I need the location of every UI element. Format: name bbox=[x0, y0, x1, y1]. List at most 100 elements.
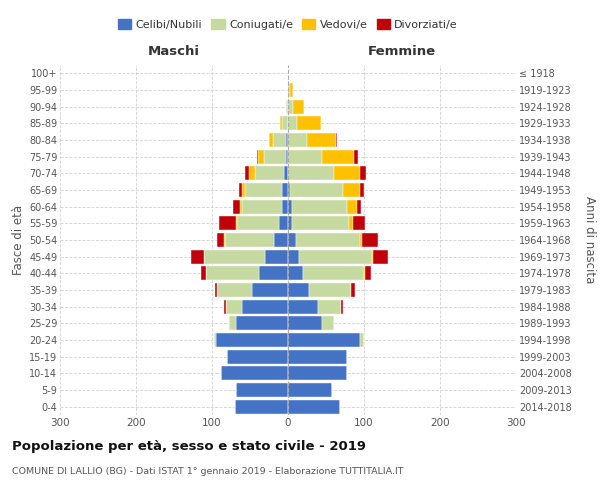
Bar bbox=[292, 216, 349, 230]
Bar bbox=[221, 366, 288, 380]
Bar bbox=[309, 283, 351, 297]
Bar bbox=[259, 150, 265, 164]
Bar bbox=[242, 183, 245, 197]
Bar bbox=[347, 200, 357, 214]
Bar bbox=[296, 233, 360, 247]
Bar bbox=[322, 150, 354, 164]
Bar bbox=[288, 250, 299, 264]
Bar bbox=[297, 116, 322, 130]
Bar bbox=[364, 266, 365, 280]
Bar bbox=[288, 133, 307, 147]
Bar bbox=[288, 83, 290, 97]
Bar bbox=[251, 283, 288, 297]
Bar bbox=[237, 216, 279, 230]
Bar bbox=[236, 216, 237, 230]
Bar bbox=[288, 266, 303, 280]
Bar bbox=[242, 300, 288, 314]
Bar bbox=[360, 233, 362, 247]
Bar bbox=[373, 250, 388, 264]
Bar bbox=[286, 100, 288, 114]
Bar bbox=[290, 183, 343, 197]
Bar bbox=[219, 216, 236, 230]
Bar bbox=[240, 200, 242, 214]
Bar bbox=[288, 150, 322, 164]
Bar bbox=[273, 133, 286, 147]
Bar bbox=[242, 200, 282, 214]
Bar bbox=[322, 316, 334, 330]
Bar bbox=[288, 100, 293, 114]
Bar bbox=[202, 266, 206, 280]
Bar bbox=[288, 400, 340, 414]
Bar bbox=[360, 333, 364, 347]
Bar bbox=[334, 166, 360, 180]
Text: Maschi: Maschi bbox=[148, 45, 200, 58]
Bar bbox=[284, 166, 288, 180]
Bar bbox=[225, 233, 274, 247]
Bar bbox=[214, 333, 216, 347]
Bar bbox=[224, 300, 226, 314]
Bar bbox=[191, 250, 205, 264]
Bar bbox=[224, 233, 225, 247]
Bar bbox=[292, 200, 347, 214]
Bar bbox=[365, 266, 371, 280]
Bar bbox=[279, 216, 288, 230]
Bar bbox=[227, 350, 288, 364]
Bar bbox=[307, 133, 336, 147]
Bar bbox=[357, 200, 361, 214]
Bar bbox=[303, 266, 364, 280]
Bar bbox=[226, 300, 242, 314]
Bar bbox=[293, 100, 304, 114]
Text: Popolazione per età, sesso e stato civile - 2019: Popolazione per età, sesso e stato civil… bbox=[12, 440, 366, 453]
Bar bbox=[354, 150, 358, 164]
Bar bbox=[288, 183, 290, 197]
Bar bbox=[265, 250, 288, 264]
Bar bbox=[288, 300, 319, 314]
Bar bbox=[282, 183, 288, 197]
Bar bbox=[215, 283, 217, 297]
Bar bbox=[235, 400, 288, 414]
Bar bbox=[269, 133, 273, 147]
Bar bbox=[249, 166, 256, 180]
Bar bbox=[288, 350, 347, 364]
Bar bbox=[282, 200, 288, 214]
Bar bbox=[288, 283, 309, 297]
Bar bbox=[360, 183, 364, 197]
Bar bbox=[288, 116, 297, 130]
Bar bbox=[236, 316, 288, 330]
Bar bbox=[233, 200, 240, 214]
Bar bbox=[349, 216, 353, 230]
Bar bbox=[216, 333, 288, 347]
Bar bbox=[290, 83, 293, 97]
Bar bbox=[288, 383, 332, 397]
Bar bbox=[259, 266, 288, 280]
Bar bbox=[341, 300, 343, 314]
Bar bbox=[288, 316, 322, 330]
Bar bbox=[288, 233, 296, 247]
Bar bbox=[288, 200, 292, 214]
Bar bbox=[245, 183, 282, 197]
Bar bbox=[229, 316, 236, 330]
Bar bbox=[288, 333, 360, 347]
Y-axis label: Anni di nascita: Anni di nascita bbox=[583, 196, 596, 284]
Bar bbox=[245, 166, 249, 180]
Bar bbox=[217, 233, 224, 247]
Bar bbox=[351, 283, 355, 297]
Bar bbox=[257, 150, 259, 164]
Bar bbox=[206, 266, 259, 280]
Bar bbox=[362, 233, 377, 247]
Text: COMUNE DI LALLIO (BG) - Dati ISTAT 1° gennaio 2019 - Elaborazione TUTTITALIA.IT: COMUNE DI LALLIO (BG) - Dati ISTAT 1° ge… bbox=[12, 468, 404, 476]
Legend: Celibi/Nubili, Coniugati/e, Vedovi/e, Divorziati/e: Celibi/Nubili, Coniugati/e, Vedovi/e, Di… bbox=[113, 14, 463, 34]
Bar bbox=[274, 233, 288, 247]
Bar bbox=[217, 283, 251, 297]
Bar bbox=[236, 383, 288, 397]
Bar bbox=[288, 216, 292, 230]
Bar bbox=[239, 183, 242, 197]
Bar bbox=[299, 250, 371, 264]
Bar bbox=[286, 133, 288, 147]
Text: Femmine: Femmine bbox=[368, 45, 436, 58]
Bar bbox=[205, 250, 265, 264]
Bar bbox=[265, 150, 286, 164]
Bar bbox=[286, 150, 288, 164]
Bar bbox=[288, 366, 347, 380]
Y-axis label: Fasce di età: Fasce di età bbox=[11, 205, 25, 275]
